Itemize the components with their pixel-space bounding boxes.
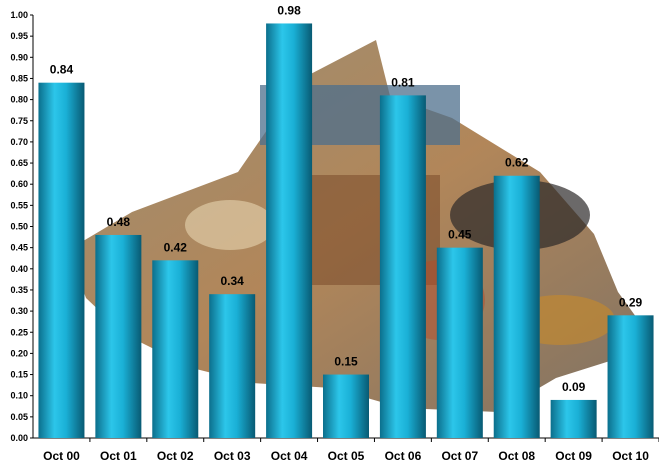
bar-oct-08 (493, 175, 540, 439)
data-label: 0.09 (562, 380, 586, 394)
y-tick-label: 1.00 (10, 10, 28, 20)
y-tick-label: 0.05 (10, 412, 28, 422)
bars-group: 0.84 0.48 0.42 0.34 0.98 0.15 0.81 0.45 0.62 0.09… (38, 3, 654, 439)
y-tick-label: 0.90 (10, 52, 28, 62)
x-tick-label: Oct 03 (214, 449, 251, 463)
bar-oct-05 (323, 374, 369, 438)
bar-oct-06 (379, 95, 426, 439)
y-tick-label: 0.70 (10, 137, 28, 147)
y-axis-ticks: 0.00 0.05 0.10 0.15 0.20 0.25 0.30 0.35 0.40 0.45… (10, 10, 33, 443)
bar-oct-07 (436, 247, 483, 438)
bar-oct-10 (607, 315, 654, 438)
x-tick-label: Oct 09 (555, 449, 592, 463)
x-tick-label: Oct 04 (271, 449, 308, 463)
y-tick-label: 0.10 (10, 391, 28, 401)
y-tick-label: 0.65 (10, 158, 28, 168)
x-tick-label: Oct 10 (612, 449, 649, 463)
y-tick-label: 0.55 (10, 200, 28, 210)
x-tick-label: Oct 06 (385, 449, 422, 463)
data-label: 0.45 (448, 228, 472, 242)
y-tick-label: 0.85 (10, 73, 28, 83)
y-tick-label: 0.75 (10, 116, 28, 126)
x-tick-label: Oct 00 (43, 449, 80, 463)
data-label: 0.98 (277, 3, 301, 17)
data-label: 0.15 (334, 355, 358, 369)
bar-oct-03 (209, 294, 256, 438)
y-tick-label: 0.20 (10, 348, 28, 358)
bar-oct-09 (550, 399, 597, 438)
data-label: 0.48 (107, 215, 131, 229)
data-label: 0.62 (505, 156, 529, 170)
x-tick-label: Oct 01 (100, 449, 137, 463)
x-tick-label: Oct 05 (328, 449, 365, 463)
data-label: 0.81 (391, 75, 415, 89)
bar-oct-01 (95, 234, 142, 438)
y-tick-label: 0.50 (10, 222, 28, 232)
data-label: 0.34 (221, 274, 245, 288)
x-tick-label: Oct 02 (157, 449, 194, 463)
y-tick-label: 0.15 (10, 370, 28, 380)
y-tick-label: 0.60 (10, 179, 28, 189)
y-tick-label: 0.30 (10, 306, 28, 316)
y-tick-label: 0.35 (10, 285, 28, 295)
data-label: 0.84 (50, 63, 74, 77)
data-label: 0.29 (619, 295, 643, 309)
y-tick-label: 0.40 (10, 264, 28, 274)
y-tick-label: 0.45 (10, 243, 28, 253)
bar-oct-00 (38, 82, 85, 439)
x-axis-labels: Oct 00 Oct 01 Oct 02 Oct 03 Oct 04 Oct 05 Oct … (43, 438, 659, 463)
bar-oct-02 (152, 260, 199, 438)
y-tick-label: 0.95 (10, 31, 28, 41)
x-tick-label: Oct 07 (441, 449, 478, 463)
bar-oct-04 (266, 23, 313, 439)
y-tick-label: 0.25 (10, 327, 28, 337)
y-tick-label: 0.00 (10, 433, 28, 443)
y-tick-label: 0.80 (10, 95, 28, 105)
data-label: 0.42 (164, 240, 188, 254)
x-tick-label: Oct 08 (498, 449, 535, 463)
